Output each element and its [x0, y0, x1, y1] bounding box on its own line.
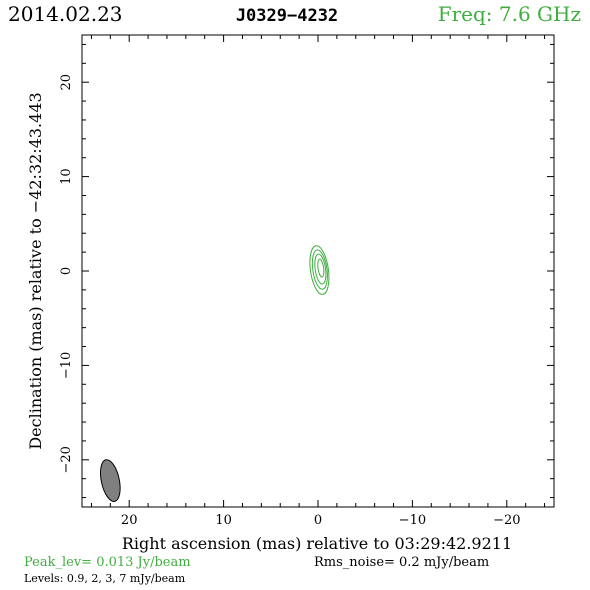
x-tick-label: 10	[215, 513, 232, 528]
y-tick-label: −20	[59, 446, 74, 473]
x-tick-label: −20	[493, 513, 520, 528]
contour-7	[317, 258, 325, 278]
contour-2	[311, 249, 328, 290]
contour-3	[314, 253, 327, 285]
contour-0.9	[309, 245, 330, 295]
source-name: J0329−4232	[236, 6, 338, 26]
y-tick-label: −10	[59, 352, 74, 379]
rms-noise: Rms_noise= 0.2 mJy/beam	[314, 555, 489, 570]
y-axis-label: Declination (mas) relative to −42:32:43.…	[26, 92, 45, 449]
contour-levels: Levels: 0.9, 2, 3, 7 mJy/beam	[24, 572, 186, 585]
y-tick-labels: 20 10 0 −10 −20	[59, 74, 74, 474]
beam-ellipse	[99, 459, 121, 502]
x-tick-label: 20	[121, 513, 138, 528]
contour-lines	[309, 245, 330, 295]
beam-shape	[99, 459, 121, 502]
observation-date: 2014.02.23	[8, 2, 123, 26]
x-tick-label: 0	[314, 513, 322, 528]
axis-ticks	[82, 35, 554, 507]
y-tick-label: 10	[59, 168, 74, 185]
peak-level: Peak_lev= 0.013 Jy/beam	[24, 555, 191, 570]
frequency-label: Freq: 7.6 GHz	[438, 2, 581, 26]
y-tick-label: 0	[59, 267, 74, 275]
y-tick-label: 20	[59, 74, 74, 91]
x-tick-label: −10	[399, 513, 426, 528]
x-tick-labels: 20 10 0 −10 −20	[121, 513, 521, 528]
x-axis-label: Right ascension (mas) relative to 03:29:…	[122, 534, 512, 553]
